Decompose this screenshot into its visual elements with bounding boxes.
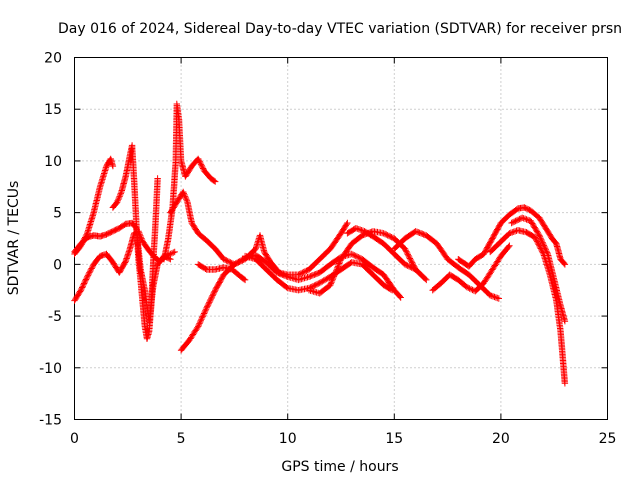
- data-series: [508, 214, 569, 325]
- y-tick-label: 0: [53, 257, 62, 273]
- data-series: [487, 227, 569, 387]
- x-axis-ticks: 0 5 10 15 20 25: [70, 57, 617, 447]
- plus-markers: [160, 100, 219, 263]
- y-tick-label: 10: [44, 154, 62, 170]
- y-tick-label: -10: [39, 361, 62, 377]
- y-tick-label: 15: [44, 102, 62, 118]
- x-tick-label: 0: [70, 431, 79, 447]
- plus-markers: [487, 227, 569, 387]
- plus-markers: [455, 204, 569, 270]
- data-series: [160, 100, 219, 263]
- data-series: [344, 225, 419, 273]
- chart-title: Day 016 of 2024, Sidereal Day-to-day VTE…: [58, 21, 622, 37]
- y-axis-title: SDTVAR / TECUs: [6, 181, 22, 296]
- x-tick-label: 25: [599, 431, 617, 447]
- data-series: [429, 242, 513, 295]
- x-axis-title: GPS time / hours: [281, 459, 398, 475]
- data-series: [109, 142, 161, 342]
- plus-markers: [508, 214, 569, 325]
- data-series: [241, 252, 396, 294]
- grid-lines: [74, 57, 608, 420]
- plus-markers: [241, 252, 396, 294]
- plus-markers: [195, 261, 249, 284]
- plus-markers: [71, 155, 117, 258]
- y-tick-label: -15: [39, 413, 62, 429]
- y-tick-label: 5: [53, 206, 62, 222]
- plus-markers: [109, 142, 161, 342]
- x-tick-label: 15: [385, 431, 403, 447]
- y-tick-label: 20: [44, 51, 62, 67]
- data-series: [71, 155, 117, 258]
- data-series: [455, 204, 569, 270]
- data-points: [71, 100, 569, 387]
- plus-markers: [177, 250, 404, 354]
- data-series: [177, 250, 404, 354]
- x-tick-label: 5: [177, 431, 186, 447]
- plus-markers: [429, 242, 513, 295]
- plus-markers: [391, 228, 502, 302]
- data-series: [195, 261, 249, 284]
- y-tick-label: -5: [48, 309, 62, 325]
- x-tick-label: 20: [492, 431, 510, 447]
- x-tick-label: 10: [279, 431, 297, 447]
- plus-markers: [344, 225, 419, 273]
- data-series: [391, 228, 502, 302]
- y-axis-ticks: -15 -10 -5 0 5 10 15 20: [39, 51, 608, 429]
- plot-frame: [74, 57, 608, 420]
